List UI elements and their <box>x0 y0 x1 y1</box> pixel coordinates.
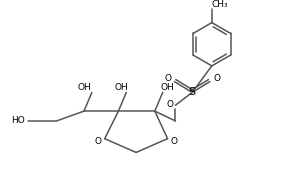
Text: O: O <box>94 137 101 146</box>
Text: S: S <box>189 87 196 97</box>
Text: HO: HO <box>11 116 25 125</box>
Text: O: O <box>166 100 173 109</box>
Text: OH: OH <box>115 83 128 92</box>
Text: OH: OH <box>161 83 174 92</box>
Text: O: O <box>171 137 178 146</box>
Text: O: O <box>164 74 171 83</box>
Text: O: O <box>213 74 220 83</box>
Text: CH₃: CH₃ <box>211 0 228 9</box>
Text: OH: OH <box>77 83 91 92</box>
